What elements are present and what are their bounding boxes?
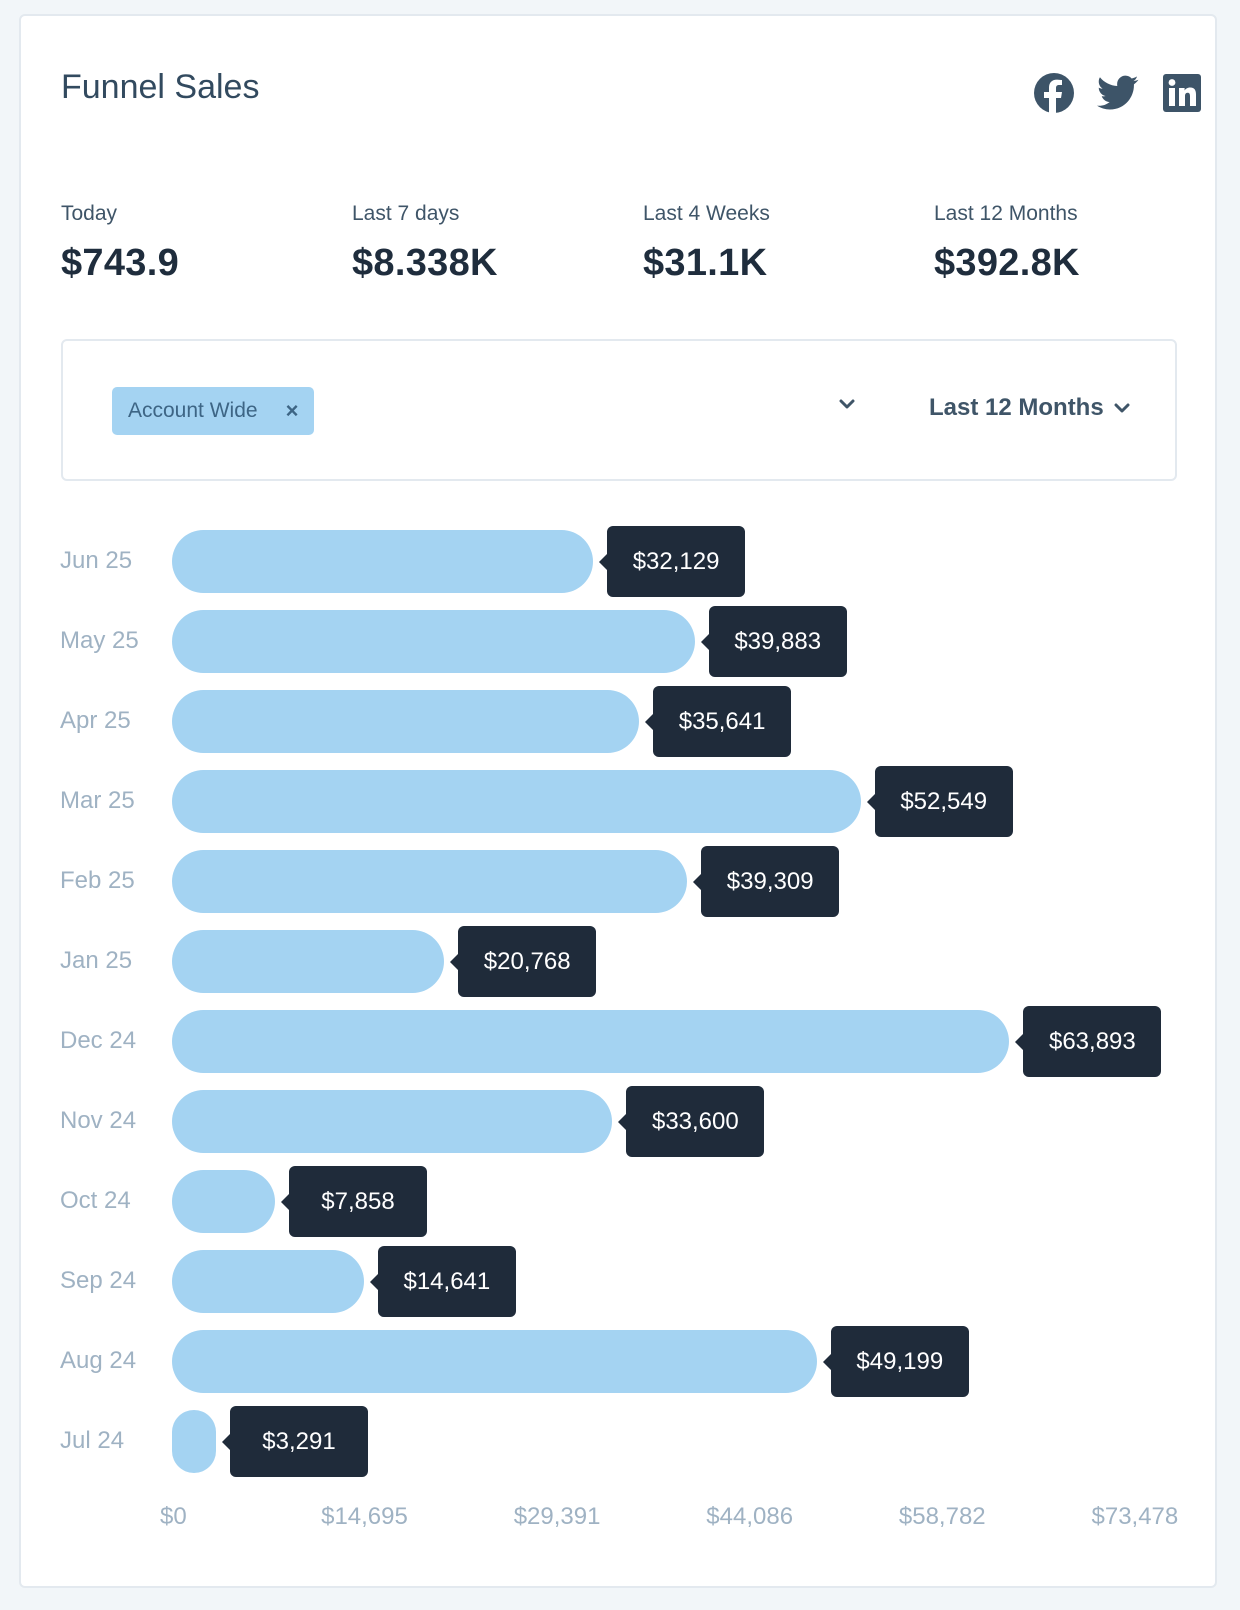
account-wide-chip: Account Wide × [112,387,315,435]
stat-label: Last 7 days [352,202,460,225]
filter-panel: Account Wide × Last 12 Months [61,339,1177,481]
stat-last-7-days: Last 7 days $8.338K [352,202,498,285]
stat-label: Last 4 Weeks [643,202,770,225]
social-share [1033,72,1203,114]
chip-remove-icon[interactable]: × [285,398,299,423]
funnel-sales-card: Funnel Sales Today $743.9 Last 7 day [19,14,1217,1588]
chip-label: Account Wide [128,399,258,422]
stat-today: Today $743.9 [61,202,179,285]
stat-value: $31.1K [643,242,768,284]
chevron-down-icon [1114,403,1130,413]
stat-value: $8.338K [352,242,498,284]
stat-value: $743.9 [61,242,180,284]
period-select[interactable]: Last 12 Months [929,394,1130,422]
stat-last-4-weeks: Last 4 Weeks $31.1K [643,202,770,285]
stat-label: Last 12 Months [934,202,1078,225]
stat-last-12-months: Last 12 Months $392.8K [934,202,1080,285]
stat-value: $392.8K [934,242,1080,284]
facebook-icon[interactable] [1033,72,1075,114]
linkedin-icon[interactable] [1161,72,1203,114]
twitter-icon[interactable] [1097,72,1139,114]
stat-label: Today [61,202,118,225]
period-label: Last 12 Months [929,394,1104,421]
card-title: Funnel Sales [61,68,260,106]
filter-dropdown-chevron-icon[interactable] [839,397,855,415]
